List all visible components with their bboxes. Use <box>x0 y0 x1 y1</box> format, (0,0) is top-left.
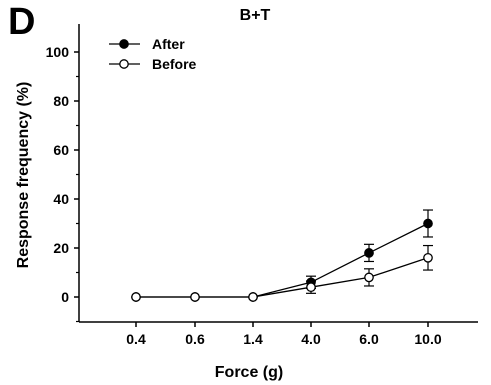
legend-label: Before <box>152 56 197 72</box>
y-tick-label: 80 <box>53 93 69 109</box>
series-layer <box>131 209 433 302</box>
x-tick-label: 6.0 <box>359 331 379 347</box>
data-point <box>248 292 258 302</box>
data-point <box>423 252 433 263</box>
data-point <box>131 292 141 302</box>
x-tick-label: 0.6 <box>185 331 205 347</box>
x-axis-ticks: 0.4 0.6 1.4 4.0 6.0 10.0 <box>126 322 442 347</box>
y-tick-label: 60 <box>53 142 69 158</box>
legend-marker <box>119 39 129 49</box>
x-axis-label: Force (g) <box>215 364 283 381</box>
legend-marker <box>119 59 129 69</box>
series-line <box>136 257 429 298</box>
data-point <box>423 218 433 229</box>
x-tick-label: 4.0 <box>301 331 321 347</box>
data-point <box>190 292 200 302</box>
y-axis-ticks: 0 20 40 60 80 100 <box>46 44 79 323</box>
x-tick-label: 10.0 <box>414 331 441 347</box>
chart-title: B+T <box>240 7 271 24</box>
legend: After Before <box>109 36 197 72</box>
data-point <box>306 282 316 293</box>
series-line <box>136 222 429 298</box>
data-point <box>364 272 374 283</box>
y-tick-label: 20 <box>53 240 69 256</box>
data-point <box>364 248 374 258</box>
x-tick-label: 0.4 <box>126 331 146 347</box>
panel-label: D <box>8 1 35 43</box>
axes <box>78 24 478 323</box>
legend-label: After <box>152 36 185 52</box>
series-before <box>131 244 433 302</box>
y-axis-label: Response frequency (%) <box>15 82 32 269</box>
y-tick-label: 0 <box>61 289 69 305</box>
y-tick-label: 40 <box>53 191 69 207</box>
series-after <box>131 209 433 302</box>
x-tick-label: 1.4 <box>243 331 263 347</box>
y-tick-label: 100 <box>46 44 70 60</box>
